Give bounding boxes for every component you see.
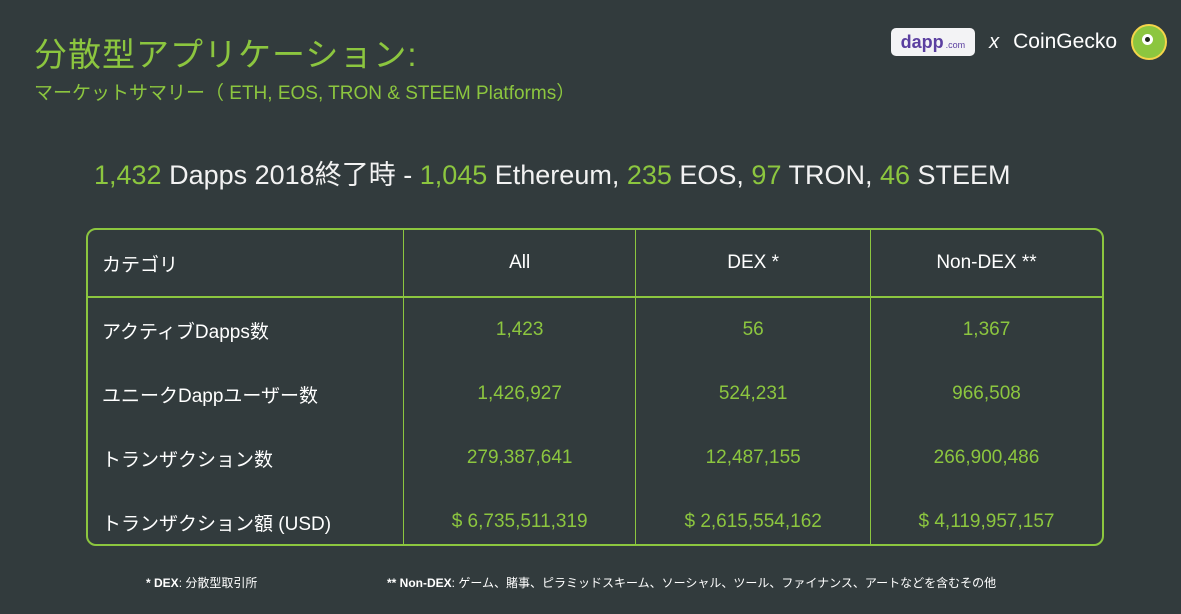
ethereum-label: Ethereum, [487, 160, 627, 190]
total-dapps-label: Dapps 2018終了時 - [161, 160, 420, 190]
cell-non-dex: 966,508 [870, 362, 1102, 426]
ethereum-count: 1,045 [419, 160, 488, 190]
steem-count: 46 [879, 160, 911, 190]
cell-non-dex: $ 4,119,957,157 [870, 490, 1102, 544]
steem-label: STEEM [910, 160, 1011, 190]
footnote-non-dex: ** Non-DEX: ゲーム、賭事、ピラミッドスキーム、ソーシャル、ツール、フ… [387, 574, 996, 591]
table-row: トランザクション数 279,387,641 12,487,155 266,900… [88, 426, 1102, 490]
cell-all: 279,387,641 [402, 426, 636, 490]
brand-bar: dapp .com x CoinGecko [890, 24, 1167, 60]
footnote-dex: * DEX: 分散型取引所 [146, 574, 257, 591]
row-category: トランザクション額 (USD) [102, 513, 332, 535]
table-header-row: カテゴリ All DEX * Non-DEX ** [88, 230, 1102, 298]
header-category: カテゴリ [88, 230, 404, 298]
cell-dex: $ 2,615,554,162 [635, 490, 871, 544]
tron-label: TRON, [781, 160, 880, 190]
cell-all: 1,423 [402, 297, 636, 362]
cell-all: $ 6,735,511,319 [402, 490, 636, 544]
header-dex: DEX * [635, 230, 871, 298]
table-row: アクティブDapps数 1,423 56 1,367 [88, 297, 1102, 362]
cell-dex: 524,231 [635, 362, 871, 426]
footnote-non-dex-text: : ゲーム、賭事、ピラミッドスキーム、ソーシャル、ツール、ファイナンス、アートな… [451, 576, 997, 590]
row-category: ユニークDappユーザー数 [102, 385, 319, 407]
cell-non-dex: 266,900,486 [870, 426, 1102, 490]
header-non-dex: Non-DEX ** [870, 230, 1102, 298]
summary-headline: 1,432 Dapps 2018終了時 - 1,045 Ethereum, 23… [94, 153, 1011, 192]
total-dapps-count: 1,432 [94, 160, 162, 190]
dapp-logo-text: dapp [900, 32, 944, 52]
footnote-dex-text: : 分散型取引所 [178, 576, 258, 590]
page-subtitle: マーケットサマリー（ ETH, EOS, TRON & STEEM Platfo… [34, 83, 576, 104]
row-category: トランザクション数 [102, 449, 274, 471]
eos-label: EOS, [671, 160, 752, 190]
cell-non-dex: 1,367 [870, 297, 1102, 362]
cell-all: 1,426,927 [402, 362, 636, 426]
coingecko-name: CoinGecko [1013, 30, 1117, 53]
coingecko-logo-icon [1131, 24, 1167, 60]
collab-x: x [989, 30, 1000, 53]
header-all: All [402, 230, 636, 298]
footnote-dex-key: * DEX [146, 576, 179, 590]
tron-count: 97 [751, 160, 782, 190]
summary-table: カテゴリ All DEX * Non-DEX ** アクティブDapps数 1,… [86, 228, 1104, 546]
eos-count: 235 [626, 160, 672, 190]
table-row: ユニークDappユーザー数 1,426,927 524,231 966,508 [88, 362, 1102, 426]
table-row: トランザクション額 (USD) $ 6,735,511,319 $ 2,615,… [88, 490, 1102, 544]
page-title: 分散型アプリケーション: [34, 36, 418, 73]
cell-dex: 12,487,155 [635, 426, 871, 490]
cell-dex: 56 [635, 297, 871, 362]
footnote-non-dex-key: ** Non-DEX [387, 576, 452, 590]
dapp-logo-domain: .com [945, 40, 966, 50]
dapp-com-logo: dapp .com [890, 28, 976, 56]
row-category: アクティブDapps数 [102, 321, 269, 343]
